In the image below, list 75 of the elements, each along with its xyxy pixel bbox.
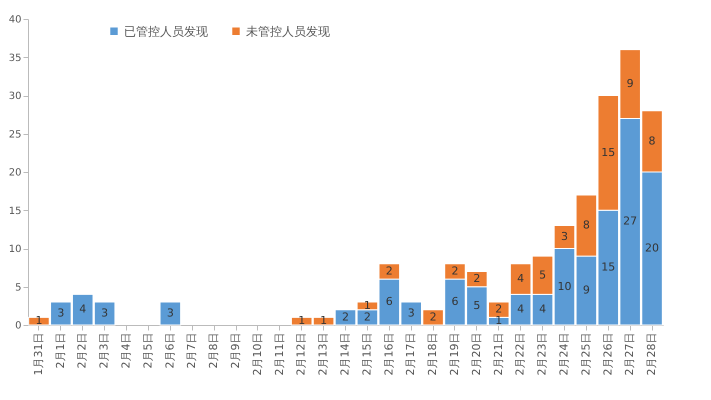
- x-tick-label: 2月23日: [536, 332, 549, 376]
- x-tick-label: 2月28日: [645, 332, 658, 376]
- data-label: 2: [495, 302, 502, 316]
- data-label: 3: [408, 306, 415, 320]
- y-tick-label: 10: [8, 244, 22, 255]
- data-label: 5: [539, 268, 546, 282]
- x-tick-label: 2月27日: [623, 332, 636, 376]
- data-label: 1: [298, 314, 306, 328]
- x-tick-label: 2月14日: [338, 332, 352, 376]
- x-tick-label: 2月11日: [272, 332, 286, 376]
- data-label: 2: [473, 272, 480, 286]
- data-label: 3: [560, 230, 568, 244]
- data-label: 27: [623, 214, 638, 228]
- data-label: 3: [101, 306, 108, 320]
- x-tick-label: 2月10日: [250, 332, 264, 376]
- x-tick-label: 2月8日: [207, 332, 220, 368]
- x-tick-label: 2月26日: [601, 332, 614, 376]
- x-tick-label: 2月1日: [54, 332, 67, 368]
- x-tick-label: 2月25日: [579, 332, 592, 376]
- data-label: 1: [495, 314, 502, 328]
- data-label: 1: [35, 314, 42, 328]
- x-tick-label: 2月5日: [141, 332, 154, 368]
- y-tick-label: 5: [15, 282, 22, 294]
- x-tick-label: 2月4日: [120, 332, 133, 368]
- data-label: 2: [342, 310, 349, 324]
- x-tick-label: 2月6日: [163, 332, 176, 368]
- data-label: 4: [539, 302, 546, 316]
- data-label: 5: [473, 298, 480, 312]
- data-label: 15: [601, 146, 616, 159]
- data-label: 9: [626, 77, 634, 90]
- x-tick-label: 1月31日: [32, 332, 45, 376]
- x-tick-label: 2月16日: [382, 332, 396, 376]
- x-tick-label: 2月7日: [185, 332, 198, 368]
- x-tick-label: 2月24日: [557, 332, 570, 376]
- data-label: 1: [364, 298, 371, 312]
- data-label: 10: [557, 280, 572, 293]
- data-label: 4: [517, 272, 524, 286]
- x-tick-label: 2月12日: [294, 332, 308, 376]
- data-label: 20: [645, 242, 660, 254]
- x-tick-label: 2月18日: [426, 332, 440, 376]
- data-label: 6: [386, 295, 393, 308]
- data-label: 4: [79, 302, 86, 316]
- data-label: 8: [582, 218, 590, 232]
- y-tick-label: 30: [8, 91, 22, 102]
- x-tick-label: 2月9日: [229, 332, 242, 368]
- data-label: 8: [648, 134, 656, 148]
- data-label: 2: [364, 310, 371, 324]
- data-label: 6: [451, 295, 458, 308]
- data-label: 2: [430, 310, 437, 324]
- x-tick-label: 2月22日: [514, 332, 527, 376]
- data-label: 2: [386, 264, 393, 278]
- x-tick-label: 2月19日: [448, 332, 461, 376]
- legend-label: 未管控人员发现: [246, 24, 330, 38]
- x-tick-label: 2月13日: [316, 332, 330, 376]
- data-label: 1: [320, 314, 328, 328]
- data-label: 2: [451, 264, 458, 278]
- bar: [160, 302, 182, 326]
- data-label: 4: [517, 302, 524, 316]
- y-tick-label: 15: [8, 206, 22, 217]
- data-label: 3: [57, 306, 64, 320]
- y-tick-label: 0: [15, 320, 22, 332]
- x-tick-label: 2月2日: [76, 332, 89, 368]
- y-tick-label: 20: [8, 168, 22, 178]
- y-tick-label: 25: [8, 129, 22, 140]
- legend-label: 已管控人员发现: [124, 24, 208, 38]
- y-tick-label: 40: [8, 14, 22, 26]
- x-tick-label: 2月20日: [470, 332, 483, 376]
- x-tick-label: 2月21日: [492, 332, 505, 376]
- data-label: 3: [166, 306, 174, 320]
- x-tick-label: 2月3日: [98, 332, 111, 368]
- data-label: 9: [582, 284, 590, 297]
- y-tick-label: 35: [8, 52, 22, 64]
- x-tick-label: 2月15日: [360, 332, 374, 376]
- x-tick-label: 2月17日: [404, 332, 418, 376]
- data-label: 15: [601, 260, 616, 274]
